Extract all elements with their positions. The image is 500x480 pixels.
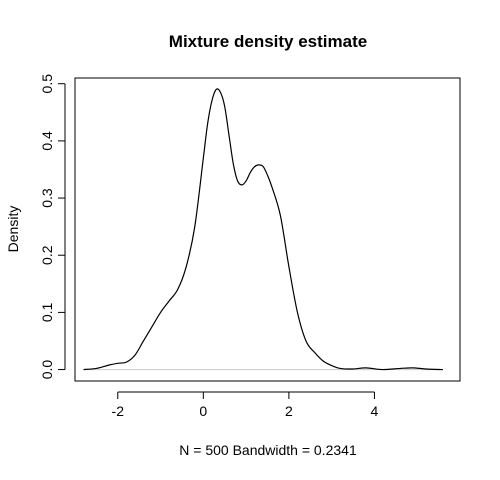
y-tick-label: 0.0	[39, 360, 55, 380]
x-axis-label: N = 500 Bandwidth = 0.2341	[179, 442, 357, 458]
x-tick-label: 4	[371, 403, 379, 419]
y-axis-label: Density	[5, 206, 21, 253]
y-axis: 0.0 0.1 0.2 0.3 0.4 0.5	[39, 74, 66, 380]
x-tick-label: -2	[112, 403, 125, 419]
x-tick-label: 0	[199, 403, 207, 419]
y-tick-label: 0.5	[39, 74, 55, 94]
y-tick-label: 0.3	[39, 188, 55, 208]
plot-frame	[74, 77, 461, 382]
chart-title: Mixture density estimate	[169, 32, 367, 51]
x-tick-label: 2	[285, 403, 293, 419]
plot-area	[83, 88, 443, 371]
y-tick-label: 0.4	[39, 131, 55, 151]
density-curve	[83, 88, 443, 371]
y-tick-label: 0.2	[39, 245, 55, 265]
y-tick-label: 0.1	[39, 302, 55, 322]
x-axis: -2 0 2 4	[112, 391, 379, 419]
